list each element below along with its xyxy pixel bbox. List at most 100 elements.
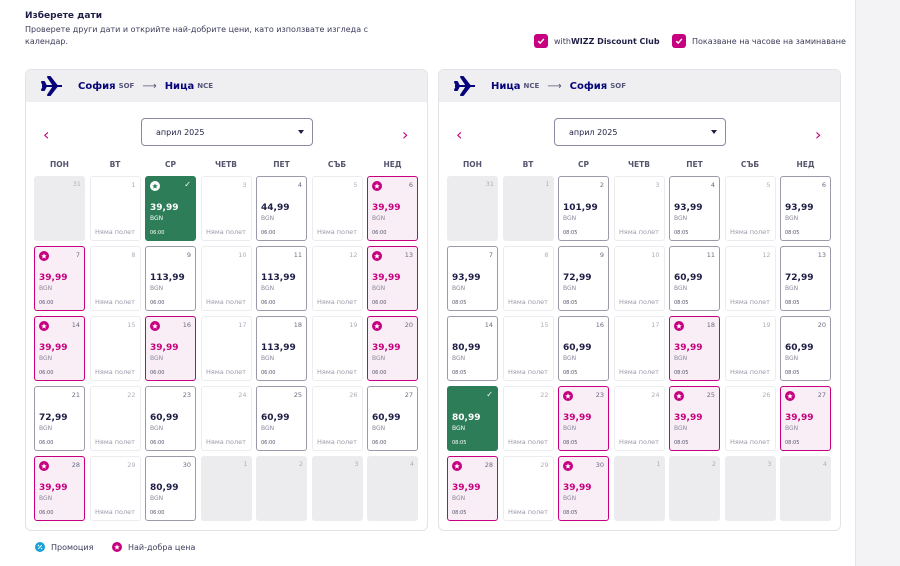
day-cell[interactable]: 14 39,99 BGN 06:00 — [34, 316, 85, 381]
legend-promo: Промоция — [35, 542, 93, 552]
day-cell[interactable]: 7 39,99 BGN 06:00 — [34, 246, 85, 311]
day-cell-no-flight: 26 Няма полет — [311, 386, 363, 451]
day-number: 30 — [182, 461, 191, 469]
checkbox-checked-icon[interactable] — [534, 34, 548, 48]
day-cell-no-flight: 3 Няма полет — [613, 176, 665, 241]
month-select[interactable]: април 2025 — [554, 118, 726, 146]
no-flight-label: Няма полет — [95, 368, 135, 376]
day-currency: BGN — [150, 215, 164, 222]
no-flight-label: Няма полет — [317, 368, 357, 376]
show-departure-times-toggle[interactable]: Показване на часове на заминаване — [672, 34, 846, 48]
day-cell[interactable]: 13 39,99 BGN 06:00 — [367, 246, 418, 311]
next-month-button[interactable]: › — [815, 125, 822, 144]
day-departure-time: 08:05 — [563, 370, 578, 376]
day-cell[interactable]: 18 113,99 BGN 06:00 — [256, 316, 307, 381]
day-cell[interactable]: 23 60,99 BGN 06:00 — [145, 386, 196, 451]
no-flight-label: Няма полет — [206, 368, 246, 376]
day-cell[interactable]: 30 39,99 BGN 08:05 — [558, 456, 609, 521]
weekday: ВТ — [522, 160, 534, 169]
day-currency: BGN — [674, 425, 688, 432]
day-price: 72,99 — [563, 273, 592, 283]
day-currency: BGN — [372, 355, 386, 362]
day-cell[interactable]: 11 113,99 BGN 06:00 — [256, 246, 307, 311]
day-number: 17 — [238, 321, 247, 329]
day-cell[interactable]: 7 93,99 BGN 08:05 — [447, 246, 498, 311]
show-departure-times-label: Показване на часове на заминаване — [692, 36, 846, 46]
day-number: 5 — [766, 181, 771, 189]
day-cell[interactable]: 14 80,99 BGN 08:05 — [447, 316, 498, 381]
day-departure-time: 08:05 — [563, 230, 578, 236]
day-cell[interactable]: 30 80,99 BGN 06:00 — [145, 456, 196, 521]
month-select[interactable]: април 2025 — [141, 118, 313, 146]
day-currency: BGN — [372, 425, 386, 432]
day-departure-time: 08:05 — [785, 440, 800, 446]
day-cell-no-flight: 5 Няма полет — [311, 176, 363, 241]
day-cell[interactable]: 4 44,99 BGN 06:00 — [256, 176, 307, 241]
day-cell[interactable]: 6 93,99 BGN 08:05 — [780, 176, 831, 241]
day-cell[interactable]: 28 39,99 BGN 08:05 — [447, 456, 498, 521]
day-number: 29 — [540, 461, 549, 469]
day-departure-time: 08:05 — [452, 440, 467, 446]
day-price: 39,99 — [452, 483, 481, 493]
day-cell[interactable]: 9 113,99 BGN 06:00 — [145, 246, 196, 311]
day-number: 12 — [762, 251, 771, 259]
day-cell[interactable]: 16 39,99 BGN 06:00 — [145, 316, 196, 381]
day-cell[interactable]: 28 39,99 BGN 06:00 — [34, 456, 85, 521]
prev-month-button[interactable]: ‹ — [43, 125, 50, 144]
day-departure-time: 08:05 — [674, 370, 689, 376]
day-currency: BGN — [261, 425, 275, 432]
day-cell[interactable]: 27 60,99 BGN 06:00 — [367, 386, 418, 451]
day-number: 2 — [599, 181, 604, 189]
day-price: 93,99 — [785, 203, 814, 213]
page-title: Изберете дати — [25, 11, 103, 21]
day-departure-time: 06:00 — [150, 230, 165, 236]
day-cell[interactable]: 13 72,99 BGN 08:05 — [780, 246, 831, 311]
day-cell[interactable]: 20 39,99 BGN 06:00 — [367, 316, 418, 381]
day-number: 3 — [767, 460, 772, 468]
day-currency: BGN — [150, 495, 164, 502]
day-currency: BGN — [150, 355, 164, 362]
weekday: ПЕТ — [686, 160, 703, 169]
day-number: 25 — [293, 391, 302, 399]
no-flight-label: Няма полет — [95, 438, 135, 446]
next-month-button[interactable]: › — [402, 125, 409, 144]
day-cell-outside-month: 1 — [502, 176, 554, 241]
day-cell-no-flight: 24 Няма полет — [200, 386, 252, 451]
day-price: 44,99 — [261, 203, 290, 213]
day-cell-outside-month: 1 — [200, 456, 252, 521]
star-icon — [372, 181, 382, 191]
day-number: 31 — [72, 180, 81, 188]
checkbox-checked-icon[interactable] — [672, 34, 686, 48]
day-number: 13 — [404, 251, 413, 259]
day-cell[interactable]: 25 39,99 BGN 08:05 — [669, 386, 720, 451]
day-currency: BGN — [452, 425, 466, 432]
prev-month-button[interactable]: ‹ — [456, 125, 463, 144]
no-flight-label: Няма полет — [619, 298, 659, 306]
day-cell[interactable]: 2 101,99 BGN 08:05 — [558, 176, 609, 241]
day-cell[interactable]: 9 72,99 BGN 08:05 — [558, 246, 609, 311]
day-departure-time: 08:05 — [674, 300, 689, 306]
day-cell[interactable]: 20 60,99 BGN 08:05 — [780, 316, 831, 381]
day-cell[interactable]: 11 60,99 BGN 08:05 — [669, 246, 720, 311]
day-cell[interactable]: 23 39,99 BGN 08:05 — [558, 386, 609, 451]
day-currency: BGN — [674, 355, 688, 362]
day-departure-time: 08:05 — [452, 370, 467, 376]
day-cell[interactable]: 16 60,99 BGN 08:05 — [558, 316, 609, 381]
day-currency: BGN — [372, 285, 386, 292]
discount-club-prefix: with — [554, 36, 571, 46]
day-number: 22 — [127, 391, 136, 399]
discount-club-toggle[interactable]: with WIZZ Discount Club — [534, 34, 660, 48]
day-cell[interactable]: 21 72,99 BGN 06:00 — [34, 386, 85, 451]
origin-code: SOF — [118, 82, 135, 90]
day-currency: BGN — [563, 215, 577, 222]
day-departure-time: 06:00 — [39, 510, 54, 516]
day-cell[interactable]: 18 39,99 BGN 08:05 — [669, 316, 720, 381]
day-cell[interactable]: 6 39,99 BGN 06:00 — [367, 176, 418, 241]
day-currency: BGN — [785, 355, 799, 362]
day-cell[interactable]: 27 39,99 BGN 08:05 — [780, 386, 831, 451]
star-icon — [39, 251, 49, 261]
day-cell[interactable]: 25 60,99 BGN 06:00 — [256, 386, 307, 451]
day-cell[interactable]: 4 93,99 BGN 08:05 — [669, 176, 720, 241]
